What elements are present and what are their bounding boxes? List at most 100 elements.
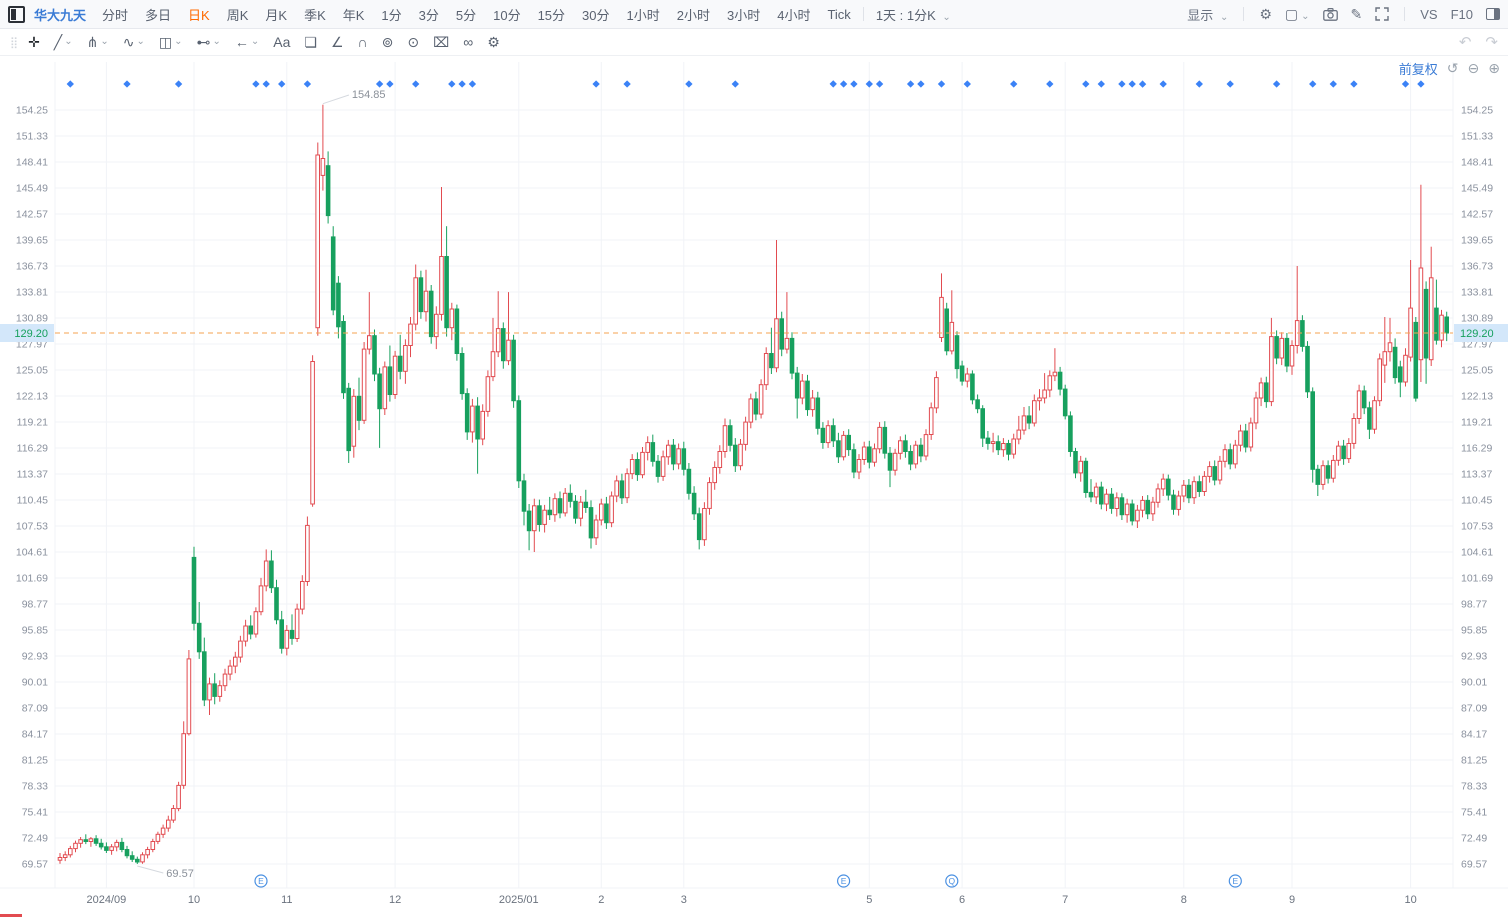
svg-text:10: 10 xyxy=(188,894,200,906)
chevron-down-icon: ⌄ xyxy=(136,36,145,47)
svg-text:125.05: 125.05 xyxy=(16,365,48,377)
svg-text:110.45: 110.45 xyxy=(17,495,48,507)
svg-text:151.33: 151.33 xyxy=(16,131,48,143)
tab-3分[interactable]: 3分 xyxy=(418,7,439,23)
tab-3小时[interactable]: 3小时 xyxy=(726,7,761,23)
angle-tool[interactable]: ∠ xyxy=(330,34,344,50)
comment-tool[interactable]: ❏ xyxy=(304,34,317,50)
svg-text:129.20: 129.20 xyxy=(1460,328,1494,340)
tab-Tick[interactable]: Tick xyxy=(827,6,851,22)
layout-select-icon[interactable]: ▢ ⌄ xyxy=(1284,5,1310,22)
settings-icon[interactable]: ⚙ xyxy=(1259,6,1272,22)
price-axis-right: 154.25 151.33 148.41 145.49 142.57 139.65 136.… xyxy=(1461,105,1493,871)
svg-text:130.89: 130.89 xyxy=(1461,313,1493,325)
svg-text:122.13: 122.13 xyxy=(16,391,48,403)
measure-tool[interactable]: ⊷ ⌄ xyxy=(196,34,221,50)
scrollbar-handle[interactable] xyxy=(0,914,22,917)
f10-button[interactable]: F10 xyxy=(1450,6,1473,22)
pencil-icon[interactable]: ✎ xyxy=(1350,6,1363,22)
tab-2小时[interactable]: 2小时 xyxy=(676,7,710,23)
chevron-down-icon: ⌄ xyxy=(174,36,183,47)
svg-text:113.37: 113.37 xyxy=(1461,469,1492,481)
period-tabs: 分时 多日 日K 周K 月K 季K 年K 1分 3分 5分 10分 15分 30分 1小时 2小时 3小时 4小… xyxy=(102,5,851,24)
trendline-tool[interactable]: ╱ ⌄ xyxy=(53,34,73,50)
custom-period-selector[interactable]: 1天 : 1分K ⌄ xyxy=(876,5,951,24)
chevron-down-icon: ⌄ xyxy=(250,36,260,47)
chevron-down-icon: ⌄ xyxy=(100,36,109,47)
drag-handle-icon[interactable]: ⣿ xyxy=(10,36,18,49)
svg-text:87.09: 87.09 xyxy=(1461,703,1487,715)
svg-text:133.81: 133.81 xyxy=(1461,287,1493,299)
zoom-out-icon[interactable]: ⊖ xyxy=(1467,60,1480,76)
tab-1分[interactable]: 1分 xyxy=(381,7,402,23)
candles-layer xyxy=(57,104,1450,864)
svg-text:90.01: 90.01 xyxy=(22,677,48,689)
tab-季K[interactable]: 季K xyxy=(304,7,326,23)
fullscreen-icon[interactable] xyxy=(1375,7,1389,21)
candlestick-chart[interactable]: 154.25 151.33 148.41 145.49 142.57 139.65 136.… xyxy=(0,56,1508,918)
svg-text:104.61: 104.61 xyxy=(16,547,48,559)
stock-name[interactable]: 华大九天 xyxy=(34,7,87,23)
zoom-in-icon[interactable]: ⊕ xyxy=(1488,60,1500,76)
move-tool[interactable]: ✛ xyxy=(28,34,40,50)
divider xyxy=(1243,7,1245,21)
svg-text:139.65: 139.65 xyxy=(1461,235,1493,247)
tab-1小时[interactable]: 1小时 xyxy=(626,7,660,23)
svg-text:69.57: 69.57 xyxy=(166,868,194,880)
svg-text:133.81: 133.81 xyxy=(16,287,48,299)
tab-日K[interactable]: 日K xyxy=(188,7,210,23)
compare-tool[interactable]: ∞ xyxy=(463,34,474,50)
svg-text:119.21: 119.21 xyxy=(17,417,48,429)
tab-年K[interactable]: 年K xyxy=(342,7,365,23)
draw-settings-tool[interactable]: ⚙ xyxy=(487,34,500,50)
tab-周K[interactable]: 周K xyxy=(226,7,249,23)
price-axis-left: 154.25 151.33 148.41 145.49 142.57 139.65 136.… xyxy=(16,105,48,871)
high-annotation: 154.85 xyxy=(322,89,386,105)
tab-分时[interactable]: 分时 xyxy=(102,7,129,23)
redo-icon[interactable]: ↷ xyxy=(1485,34,1498,51)
svg-text:154.25: 154.25 xyxy=(1461,105,1493,117)
svg-text:142.57: 142.57 xyxy=(1461,209,1493,221)
svg-text:101.69: 101.69 xyxy=(1461,573,1493,585)
tab-15分[interactable]: 15分 xyxy=(537,7,566,23)
pattern-tool[interactable]: ◫ ⌄ xyxy=(158,34,183,50)
svg-text:98.77: 98.77 xyxy=(1461,599,1487,611)
chart-area[interactable]: 前复权 ↺ ⊖ ⊕ 154.25 151.33 148.41 145.49 142.57… xyxy=(0,56,1508,918)
svg-text:125.05: 125.05 xyxy=(1461,365,1493,377)
vs-button[interactable]: VS xyxy=(1420,6,1438,22)
svg-text:107.53: 107.53 xyxy=(16,521,48,533)
svg-text:8: 8 xyxy=(1181,894,1187,906)
arrow-tool[interactable]: ← ⌄ xyxy=(234,34,260,50)
svg-text:136.73: 136.73 xyxy=(1461,261,1493,273)
chevron-down-icon: ⌄ xyxy=(1301,10,1310,22)
toolbar-right: 显示 ⌄ ⚙ ▢ ⌄ ✎ VS F10 xyxy=(1187,5,1500,24)
tab-多日[interactable]: 多日 xyxy=(145,7,172,23)
magnet-tool[interactable]: ∩ xyxy=(357,34,368,50)
display-dropdown[interactable]: 显示 ⌄ xyxy=(1187,5,1228,24)
tab-月K[interactable]: 月K xyxy=(265,7,288,23)
svg-text:69.57: 69.57 xyxy=(1461,859,1487,871)
divider xyxy=(1404,7,1406,21)
adjust-mode-button[interactable]: 前复权 xyxy=(1398,62,1438,77)
svg-text:107.53: 107.53 xyxy=(1461,521,1493,533)
wave-tool[interactable]: ∿ ⌄ xyxy=(122,34,145,50)
svg-text:87.09: 87.09 xyxy=(22,703,48,715)
delete-tool[interactable]: ⌧ xyxy=(433,34,450,50)
svg-text:E: E xyxy=(258,876,264,886)
text-tool[interactable]: Aa xyxy=(273,34,291,50)
tab-30分[interactable]: 30分 xyxy=(582,7,610,23)
grid-layer xyxy=(0,62,1508,889)
tab-10分[interactable]: 10分 xyxy=(493,7,521,23)
reset-zoom-icon[interactable]: ↺ xyxy=(1446,60,1459,76)
camera-icon[interactable] xyxy=(1322,7,1338,21)
tab-5分[interactable]: 5分 xyxy=(455,7,477,23)
svg-text:101.69: 101.69 xyxy=(16,573,48,585)
tab-4小时[interactable]: 4小时 xyxy=(777,7,811,23)
continuous-draw-tool[interactable]: ⊚ xyxy=(381,34,394,50)
svg-text:119.21: 119.21 xyxy=(1461,417,1492,429)
target-tool[interactable]: ⊙ xyxy=(407,34,420,50)
undo-icon[interactable]: ↶ xyxy=(1458,34,1472,51)
channel-tool[interactable]: ⋔ ⌄ xyxy=(86,34,109,50)
side-panel-toggle-icon[interactable] xyxy=(1486,8,1500,20)
